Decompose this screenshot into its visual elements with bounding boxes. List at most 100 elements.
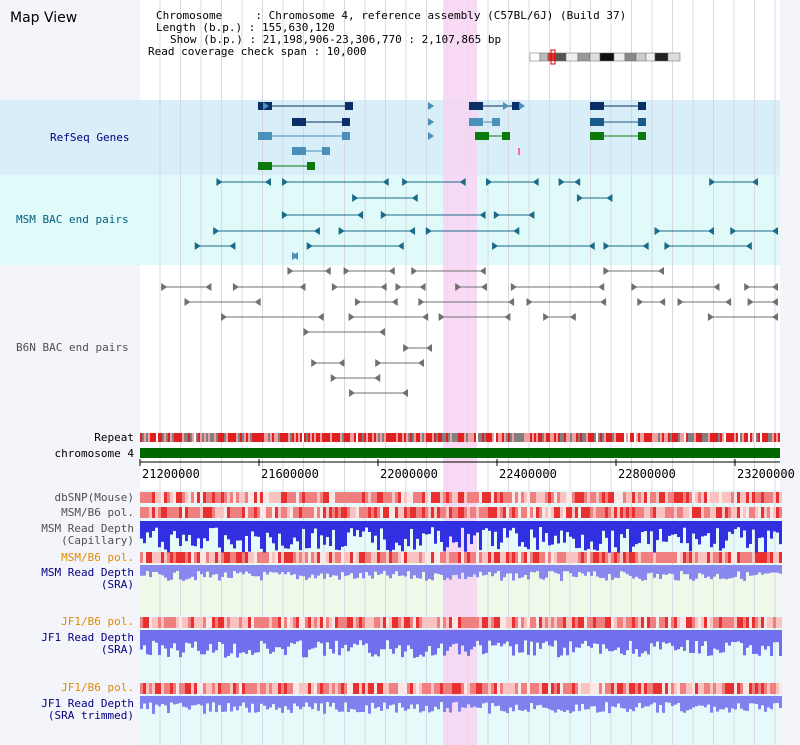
- b6n-bac-pair-end[interactable]: [480, 283, 487, 291]
- msm-bac-pair-end[interactable]: [265, 178, 272, 186]
- b6n-bac-pair-end[interactable]: [418, 298, 425, 306]
- b6n-bac-pair-end[interactable]: [220, 313, 227, 321]
- msm-bac-pair-end[interactable]: [402, 178, 409, 186]
- b6n-bac-pair-end[interactable]: [772, 313, 778, 321]
- refseq-gene-exon[interactable]: [512, 102, 520, 110]
- b6n-bac-pair-end[interactable]: [637, 298, 644, 306]
- b6n-bac-pair-end[interactable]: [232, 283, 239, 291]
- b6n-bac-pair-end[interactable]: [772, 283, 778, 291]
- b6n-bac-pair-end[interactable]: [343, 267, 350, 275]
- gene-arrow-icon[interactable]: [428, 132, 434, 140]
- refseq-gene-exon[interactable]: [258, 162, 272, 170]
- msm-bac-pair-end[interactable]: [654, 227, 661, 235]
- refseq-gene-exon[interactable]: [342, 132, 350, 140]
- b6n-bac-pair-end[interactable]: [713, 283, 720, 291]
- b6n-bac-pair-end[interactable]: [771, 298, 778, 306]
- gene-arrow-icon[interactable]: [428, 118, 434, 126]
- b6n-bac-pair-end[interactable]: [725, 298, 732, 306]
- b6n-bac-pair-end[interactable]: [455, 283, 462, 291]
- chromosome-bar[interactable]: [140, 448, 780, 458]
- refseq-gene-exon[interactable]: [292, 147, 306, 155]
- refseq-gene-exon[interactable]: [638, 118, 646, 126]
- msm-bac-pair-end[interactable]: [486, 178, 493, 186]
- msm-bac-pair-end[interactable]: [397, 242, 404, 250]
- msm-bac-pair-end[interactable]: [603, 242, 610, 250]
- msm-bac-pair-end[interactable]: [606, 194, 613, 202]
- msm-bac-pair-end[interactable]: [709, 178, 716, 186]
- b6n-bac-pair-end[interactable]: [254, 298, 261, 306]
- b6n-bac-pair-end[interactable]: [526, 298, 533, 306]
- refseq-gene-exon[interactable]: [590, 132, 604, 140]
- msm-bac-pair-end[interactable]: [282, 178, 289, 186]
- b6n-bac-pair-end[interactable]: [311, 359, 318, 367]
- label-refseq-genes[interactable]: RefSeq Genes: [50, 131, 130, 144]
- msm-bac-pair-end[interactable]: [216, 178, 223, 186]
- b6n-bac-pair-end[interactable]: [349, 389, 356, 397]
- msm-bac-pair-end[interactable]: [411, 194, 418, 202]
- gene-arrow-icon[interactable]: [519, 102, 525, 110]
- msm-bac-pair-end[interactable]: [459, 178, 466, 186]
- msm-bac-pair-end[interactable]: [380, 211, 387, 219]
- b6n-bac-pair-end[interactable]: [659, 298, 666, 306]
- msm-bac-pair-end[interactable]: [229, 242, 236, 250]
- msm-bac-pair-end[interactable]: [313, 227, 320, 235]
- b6n-bac-pair-end[interactable]: [375, 359, 382, 367]
- b6n-bac-pair-end[interactable]: [324, 267, 331, 275]
- msm-bac-pair-end[interactable]: [745, 242, 752, 250]
- b6n-bac-pair-end[interactable]: [403, 344, 410, 352]
- refseq-gene-exon[interactable]: [345, 102, 353, 110]
- msm-bac-pair-end[interactable]: [382, 178, 389, 186]
- refseq-gene-exon[interactable]: [590, 118, 604, 126]
- refseq-gene-exon[interactable]: [292, 118, 306, 126]
- msm-bac-pair-end[interactable]: [479, 211, 486, 219]
- msm-bac-pair-end[interactable]: [493, 211, 500, 219]
- b6n-bac-pair-end[interactable]: [744, 283, 751, 291]
- msm-bac-pair-end[interactable]: [558, 178, 565, 186]
- b6n-bac-pair-end[interactable]: [355, 298, 362, 306]
- b6n-bac-pair-end[interactable]: [378, 328, 385, 336]
- b6n-bac-pair-end[interactable]: [598, 283, 605, 291]
- b6n-bac-pair-end[interactable]: [287, 267, 294, 275]
- gene-arrow-icon[interactable]: [503, 102, 509, 110]
- msm-bac-pair-end[interactable]: [213, 227, 220, 235]
- msm-bac-pair-end[interactable]: [642, 242, 649, 250]
- b6n-bac-pair-end[interactable]: [395, 283, 402, 291]
- refseq-gene-exon[interactable]: [638, 102, 646, 110]
- msm-bac-pair-end[interactable]: [357, 211, 364, 219]
- b6n-bac-pair-end[interactable]: [161, 283, 168, 291]
- refseq-gene-exon[interactable]: [475, 132, 489, 140]
- b6n-bac-pair-end[interactable]: [508, 298, 515, 306]
- b6n-bac-pair-end[interactable]: [338, 359, 345, 367]
- b6n-bac-pair-end[interactable]: [330, 374, 337, 382]
- gene-arrow-icon[interactable]: [263, 102, 269, 110]
- msm-bac-pair-end[interactable]: [574, 178, 581, 186]
- b6n-bac-pair-end[interactable]: [504, 313, 511, 321]
- msm-bac-pair-end[interactable]: [532, 178, 539, 186]
- b6n-bac-pair-end[interactable]: [657, 267, 664, 275]
- msm-bac-pair-end[interactable]: [707, 227, 714, 235]
- msm-bac-pair-end[interactable]: [292, 252, 298, 260]
- b6n-bac-pair-end[interactable]: [438, 313, 445, 321]
- b6n-bac-pair-end[interactable]: [402, 389, 408, 397]
- b6n-bac-pair-end[interactable]: [422, 313, 429, 321]
- b6n-bac-pair-end[interactable]: [418, 359, 424, 367]
- refseq-gene-exon[interactable]: [469, 118, 483, 126]
- refseq-gene-exon[interactable]: [258, 132, 272, 140]
- b6n-bac-pair-end[interactable]: [391, 298, 398, 306]
- msm-bac-pair-end[interactable]: [730, 227, 737, 235]
- msm-bac-pair-end[interactable]: [409, 227, 416, 235]
- b6n-bac-pair-end[interactable]: [374, 374, 381, 382]
- msm-bac-pair-end[interactable]: [588, 242, 595, 250]
- refseq-gene-exon[interactable]: [307, 162, 315, 170]
- refseq-gene-exon[interactable]: [342, 118, 350, 126]
- b6n-bac-pair-end[interactable]: [411, 267, 418, 275]
- b6n-bac-pair-end[interactable]: [331, 283, 338, 291]
- msm-bac-pair-end[interactable]: [194, 242, 201, 250]
- refseq-gene-exon[interactable]: [502, 132, 510, 140]
- refseq-gene-exon[interactable]: [638, 132, 646, 140]
- msm-bac-pair-end[interactable]: [664, 242, 671, 250]
- b6n-bac-pair-end[interactable]: [348, 313, 355, 321]
- msm-bac-pair-end[interactable]: [281, 211, 288, 219]
